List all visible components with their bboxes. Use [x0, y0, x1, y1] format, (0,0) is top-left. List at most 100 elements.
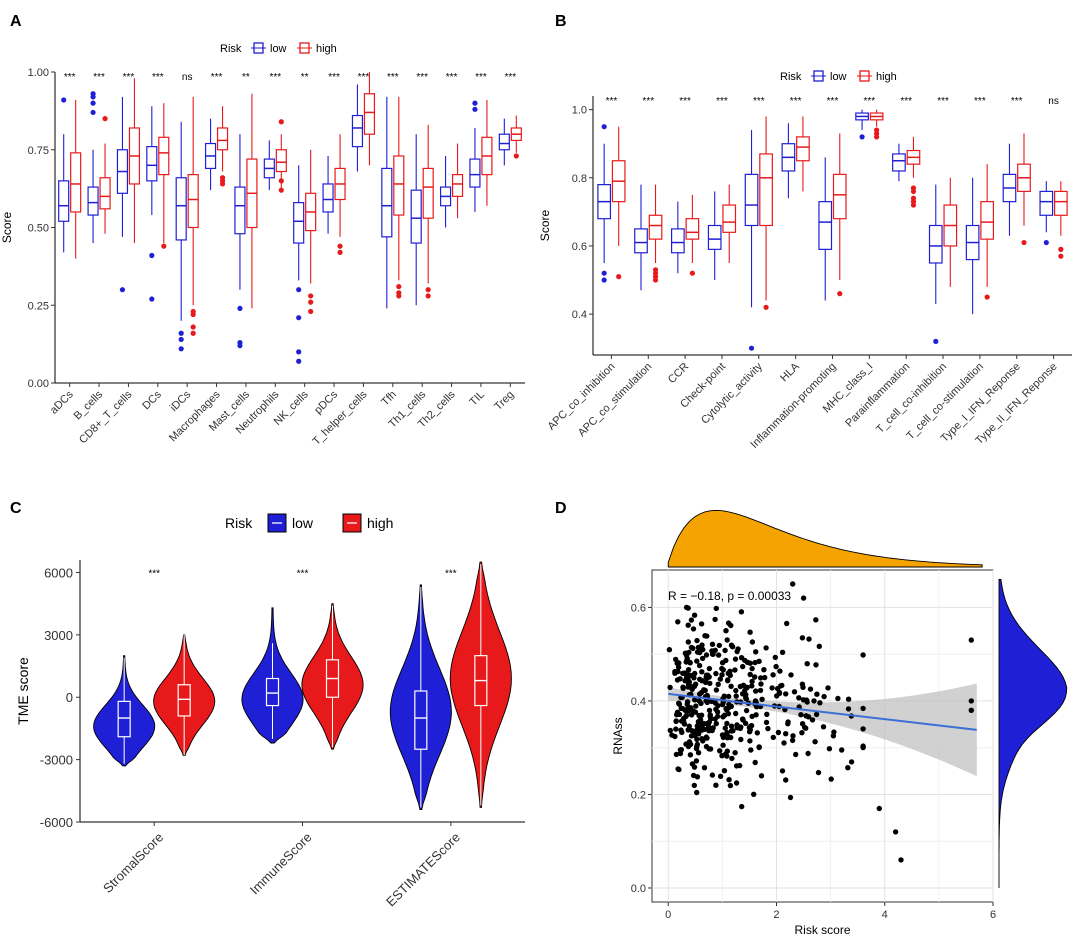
scatter-point	[835, 695, 841, 702]
scatter-point	[667, 727, 673, 734]
y-tick-label: 0.50	[28, 223, 49, 235]
box-high	[158, 136, 170, 176]
panel-c-violin: -6000 -3000 0 3000 6000 TME score StromalScore…	[15, 513, 525, 910]
scatter-point	[764, 711, 770, 717]
x-tick-label: ESTIMATEScore	[383, 830, 463, 910]
x-tick-label: Parainflammation	[843, 361, 912, 430]
scatter-point	[712, 616, 718, 623]
scatter-point	[703, 743, 710, 750]
outlier-high	[308, 299, 314, 305]
scatter-point	[725, 677, 731, 683]
scatter-point	[813, 662, 819, 668]
x-tick-label: HLA	[778, 360, 802, 384]
outlier-high	[837, 291, 843, 297]
y-tick-label: 0.00	[28, 378, 49, 390]
scatter-point	[704, 633, 710, 639]
scatter-point	[693, 758, 700, 764]
significance-label: ***	[716, 96, 728, 107]
scatter-point	[848, 759, 855, 765]
scatter-point	[691, 782, 697, 789]
scatter-point	[694, 789, 700, 796]
scatter-point	[758, 675, 764, 681]
scatter-point	[730, 728, 736, 734]
scatter-point	[968, 707, 974, 713]
scatter-point	[799, 681, 806, 687]
y-axis-title: TME score	[15, 657, 31, 725]
scatter-point	[725, 693, 732, 700]
scatter-point	[798, 712, 804, 718]
scatter-point	[789, 737, 796, 744]
scatter-point	[688, 705, 694, 711]
box-low	[234, 186, 246, 235]
y-axis-title: Score	[538, 210, 552, 242]
outlier-low	[748, 345, 755, 351]
outlier-high	[425, 287, 431, 293]
scatter-point	[678, 705, 684, 712]
scatter-point	[791, 689, 798, 695]
outlier-low	[90, 109, 96, 116]
y-tick-label: 0.6	[631, 602, 646, 614]
scatter-point	[728, 734, 734, 741]
x-tick-label: 0	[665, 909, 671, 921]
outlier-high	[874, 127, 880, 133]
scatter-point	[733, 687, 739, 694]
scatter-point	[845, 706, 852, 712]
scatter-point	[777, 668, 783, 674]
scatter-point	[724, 637, 730, 643]
scatter-point	[691, 612, 698, 618]
legend-label-high: high	[316, 43, 337, 55]
scatter-point	[776, 689, 783, 696]
scatter-point	[675, 619, 681, 625]
scatter-point	[763, 645, 769, 651]
x-tick-label: CCR	[666, 361, 691, 386]
x-tick-label: TIL	[467, 389, 487, 409]
box-low	[707, 224, 722, 250]
scatter-point	[683, 712, 690, 719]
significance-label: ***	[387, 72, 399, 83]
scatter-point	[796, 695, 802, 701]
scatter-point	[748, 722, 755, 729]
scatter-point	[845, 696, 852, 702]
box-low	[892, 153, 906, 172]
scatter-point	[898, 857, 904, 863]
significance-label: ***	[937, 96, 949, 107]
significance-label: ns	[182, 72, 193, 83]
significance-label: ***	[64, 72, 76, 83]
scatter-point	[716, 642, 722, 649]
box-low	[381, 167, 393, 238]
scatter-point	[759, 696, 765, 702]
significance-label: ***	[123, 72, 135, 83]
scatter-point	[793, 751, 799, 758]
scatter-point	[720, 667, 726, 673]
scatter-point	[803, 697, 810, 703]
y-axis-title: Score	[0, 212, 14, 244]
y-tick-label: 1.0	[572, 105, 587, 117]
y-tick-label: 1.00	[28, 67, 49, 79]
box-high	[216, 127, 229, 151]
scatter-point	[726, 704, 732, 711]
scatter-point	[773, 663, 779, 670]
scatter-point	[732, 750, 738, 756]
scatter-point	[799, 721, 806, 727]
scatter-point	[717, 676, 723, 682]
box-high	[393, 155, 405, 216]
scatter-point	[800, 595, 807, 601]
scatter-point	[770, 734, 776, 741]
scatter-point	[713, 720, 719, 727]
scatter-point	[672, 733, 678, 740]
significance-label: ***	[900, 96, 912, 107]
y-tick-label: 0.0	[631, 883, 646, 895]
significance-label: ***	[864, 96, 876, 107]
scatter-point	[729, 755, 735, 762]
scatter-point	[696, 662, 703, 669]
y-tick-label: 0.25	[28, 300, 49, 312]
scatter-point	[811, 698, 817, 704]
scatter-point	[762, 674, 768, 681]
scatter-point	[698, 727, 705, 733]
outlier-high	[219, 181, 226, 187]
box-low	[414, 690, 428, 750]
box-high	[99, 177, 111, 210]
scatter-point	[748, 747, 754, 753]
scatter-point	[738, 655, 745, 661]
scatter-point	[743, 696, 749, 702]
